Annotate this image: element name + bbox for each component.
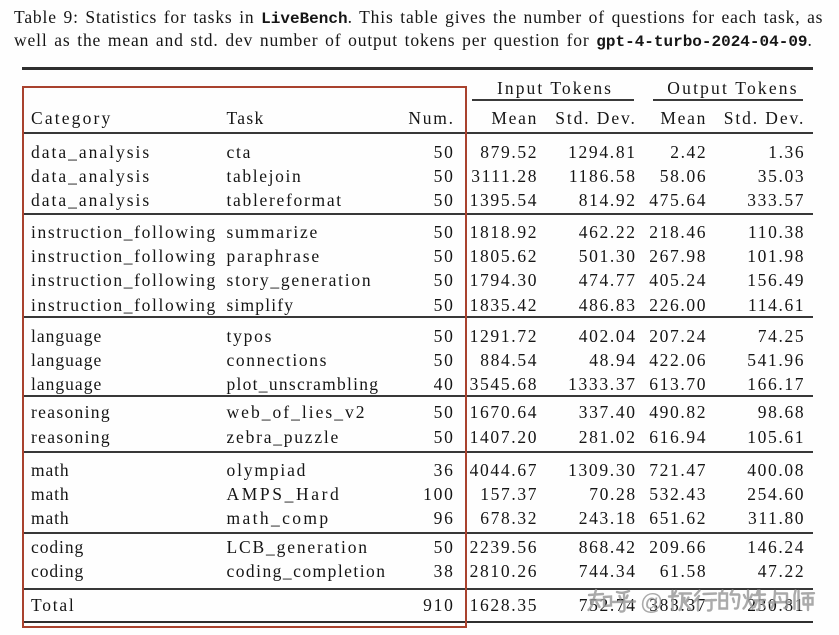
svg-text:@: @ — [640, 589, 663, 615]
